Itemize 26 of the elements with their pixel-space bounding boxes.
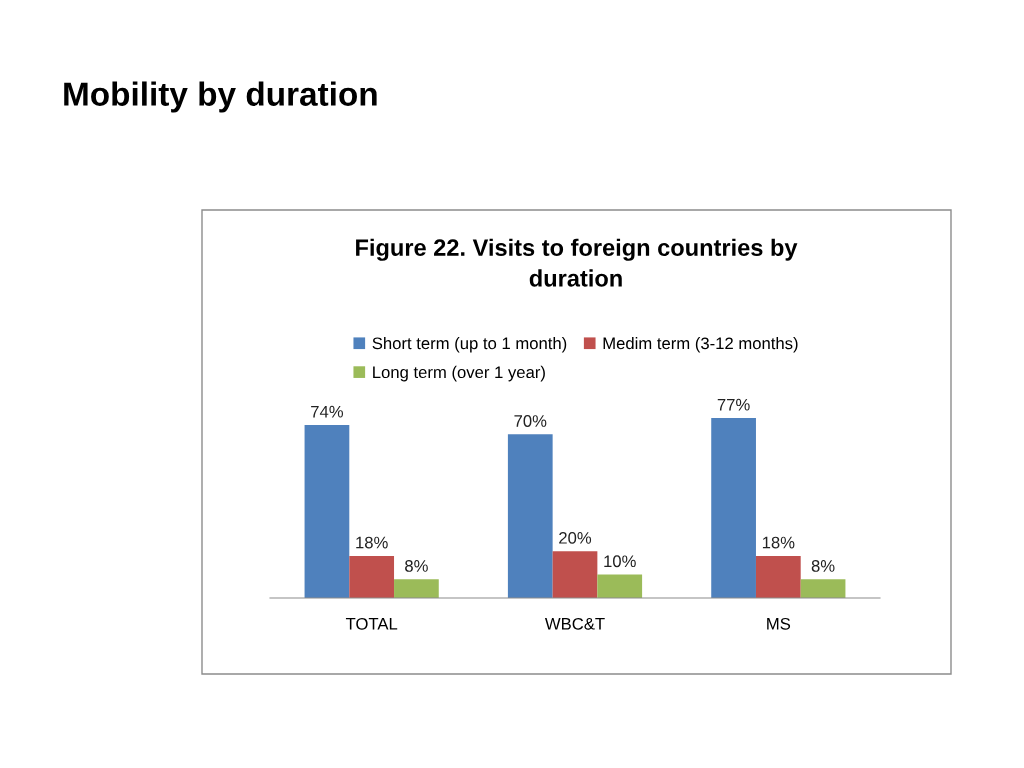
chart-title: Mobility by duration bbox=[64, 81, 377, 113]
data-label: 18% bbox=[762, 536, 795, 549]
x-tick-label: TOTAL bbox=[345, 617, 398, 630]
chart-subtitle: Figure 22. Visits to foreign countries by duration bbox=[356, 238, 798, 287]
bar bbox=[711, 418, 756, 598]
bar bbox=[800, 579, 846, 598]
data-label: 8% bbox=[405, 560, 428, 572]
data-label: 8% bbox=[811, 560, 835, 572]
bar bbox=[349, 555, 395, 598]
bar bbox=[507, 434, 553, 598]
legend-label: Medim term (3-12 months) bbox=[603, 337, 798, 353]
bar bbox=[755, 555, 801, 598]
x-tick-label: MS bbox=[767, 617, 791, 630]
bar bbox=[394, 579, 439, 598]
data-label: 10% bbox=[604, 555, 636, 568]
legend-label: Long term (over 1 year) bbox=[373, 365, 545, 382]
legend-label: Short term (up to 1 month) bbox=[372, 337, 567, 353]
x-tick-label: WBC&T bbox=[544, 617, 605, 630]
bar bbox=[304, 425, 350, 598]
bar bbox=[552, 551, 598, 598]
bar bbox=[597, 574, 643, 598]
data-label: 20% bbox=[559, 531, 592, 544]
data-label: 18% bbox=[356, 536, 388, 549]
data-label: 70% bbox=[514, 415, 547, 427]
data-label: 77% bbox=[717, 398, 750, 411]
data-label: 74% bbox=[311, 405, 344, 418]
